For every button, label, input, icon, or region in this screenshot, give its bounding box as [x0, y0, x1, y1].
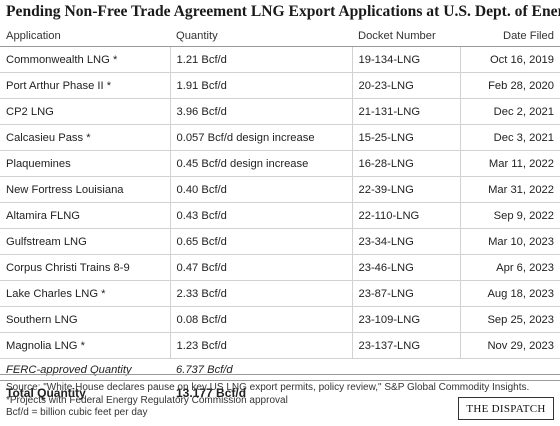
cell-application: Lake Charles LNG *: [0, 280, 170, 307]
cell-application: New Fortress Louisiana: [0, 176, 170, 203]
table-row: Gulfstream LNG 0.65 Bcf/d 23-34-LNG Mar 10,…: [0, 228, 560, 255]
table-row: Port Arthur Phase II * 1.91 Bcf/d 20-23-LN…: [0, 72, 560, 99]
cell-application: Plaquemines: [0, 150, 170, 177]
applications-table: Application Quantity Docket Number Date …: [0, 26, 560, 405]
cell-docket: 22-39-LNG: [351, 176, 460, 203]
cell-docket: 20-23-LNG: [351, 72, 460, 99]
cell-date: Mar 31, 2022: [459, 176, 560, 203]
total-value: 13.177 Bcf/d: [176, 386, 247, 400]
cell-application: Altamira FLNG: [0, 202, 170, 229]
cell-date: Aug 18, 2023: [459, 280, 560, 307]
table-row: New Fortress Louisiana 0.40 Bcf/d 22-39-LN…: [0, 176, 560, 203]
table-row: Plaquemines 0.45 Bcf/d design increase 16-…: [0, 150, 560, 177]
cell-date: Apr 6, 2023: [459, 254, 560, 281]
cell-quantity: 2.33 Bcf/d: [169, 280, 352, 307]
cell-application: Southern LNG: [0, 306, 170, 333]
cell-date: Dec 2, 2021: [459, 98, 560, 125]
cell-quantity: 0.47 Bcf/d: [169, 254, 352, 281]
ferc-footnote: *Projects with Federal Energy Regulatory…: [6, 395, 288, 406]
unit-note: Bcf/d = billion cubic feet per day: [6, 407, 148, 418]
footer: Source: "White House declares pause on k…: [0, 374, 560, 426]
cell-quantity: 1.23 Bcf/d: [169, 332, 352, 359]
table-row: Magnolia LNG * 1.23 Bcf/d 23-137-LNG Nov 29…: [0, 332, 560, 359]
cell-date: Feb 28, 2020: [459, 72, 560, 99]
brand-logo: THE DISPATCH: [458, 397, 554, 420]
header-date: Date Filed: [460, 26, 560, 47]
table-row: Altamira FLNG 0.43 Bcf/d 22-110-LNG Sep 9, …: [0, 202, 560, 229]
total-row: Total Quantity 13.177 Bcf/d: [0, 381, 560, 406]
cell-quantity: 1.21 Bcf/d: [169, 46, 352, 73]
total-label: Total Quantity: [6, 386, 86, 400]
cell-docket: 15-25-LNG: [351, 124, 460, 151]
table-row: Calcasieu Pass * 0.057 Bcf/d design incre…: [0, 124, 560, 151]
cell-date: Sep 25, 2023: [459, 306, 560, 333]
cell-docket: 16-28-LNG: [351, 150, 460, 177]
header-docket: Docket Number: [352, 26, 460, 47]
cell-docket: 21-131-LNG: [351, 98, 460, 125]
cell-quantity: 0.08 Bcf/d: [169, 306, 352, 333]
cell-docket: 23-87-LNG: [351, 280, 460, 307]
cell-docket: 23-137-LNG: [351, 332, 460, 359]
ferc-value: 6.737 Bcf/d: [170, 358, 352, 381]
table-row: Southern LNG 0.08 Bcf/d 23-109-LNG Sep 25, …: [0, 306, 560, 333]
cell-application: Calcasieu Pass *: [0, 124, 170, 151]
cell-docket: 22-110-LNG: [351, 202, 460, 229]
cell-quantity: 1.91 Bcf/d: [169, 72, 352, 99]
cell-docket: 23-109-LNG: [351, 306, 460, 333]
cell-docket: 23-46-LNG: [351, 254, 460, 281]
cell-quantity: 0.65 Bcf/d: [169, 228, 352, 255]
cell-date: Sep 9, 2022: [459, 202, 560, 229]
header-quantity: Quantity: [170, 26, 352, 47]
cell-docket: 23-34-LNG: [351, 228, 460, 255]
cell-quantity: 3.96 Bcf/d: [169, 98, 352, 125]
source-note: Source: "White House declares pause on k…: [6, 382, 530, 393]
cell-docket: 19-134-LNG: [351, 46, 460, 73]
ferc-label: FERC-approved Quantity: [0, 358, 170, 381]
cell-quantity: 0.057 Bcf/d design increase: [169, 124, 352, 151]
cell-date: Mar 10, 2023: [459, 228, 560, 255]
page-title: Pending Non-Free Trade Agreement LNG Exp…: [6, 3, 560, 20]
table-row: Corpus Christi Trains 8-9 0.47 Bcf/d 23-46…: [0, 254, 560, 281]
header-application: Application: [0, 26, 170, 47]
cell-date: Oct 16, 2019: [459, 46, 560, 73]
header-row: Application Quantity Docket Number Date …: [0, 26, 560, 47]
cell-application: Magnolia LNG *: [0, 332, 170, 359]
table-row: Commonwealth LNG * 1.21 Bcf/d 19-134-LNG Oc…: [0, 46, 560, 73]
cell-application: CP2 LNG: [0, 98, 170, 125]
cell-application: Port Arthur Phase II *: [0, 72, 170, 99]
cell-application: Commonwealth LNG *: [0, 46, 170, 73]
cell-date: Dec 3, 2021: [459, 124, 560, 151]
cell-date: Mar 11, 2022: [459, 150, 560, 177]
cell-quantity: 0.45 Bcf/d design increase: [169, 150, 352, 177]
cell-application: Gulfstream LNG: [0, 228, 170, 255]
table-row: CP2 LNG 3.96 Bcf/d 21-131-LNG Dec 2, 2021: [0, 98, 560, 125]
ferc-row: FERC-approved Quantity 6.737 Bcf/d: [0, 358, 560, 381]
cell-quantity: 0.40 Bcf/d: [169, 176, 352, 203]
cell-quantity: 0.43 Bcf/d: [169, 202, 352, 229]
cell-date: Nov 29, 2023: [459, 332, 560, 359]
table-row: Lake Charles LNG * 2.33 Bcf/d 23-87-LNG Aug…: [0, 280, 560, 307]
cell-application: Corpus Christi Trains 8-9: [0, 254, 170, 281]
